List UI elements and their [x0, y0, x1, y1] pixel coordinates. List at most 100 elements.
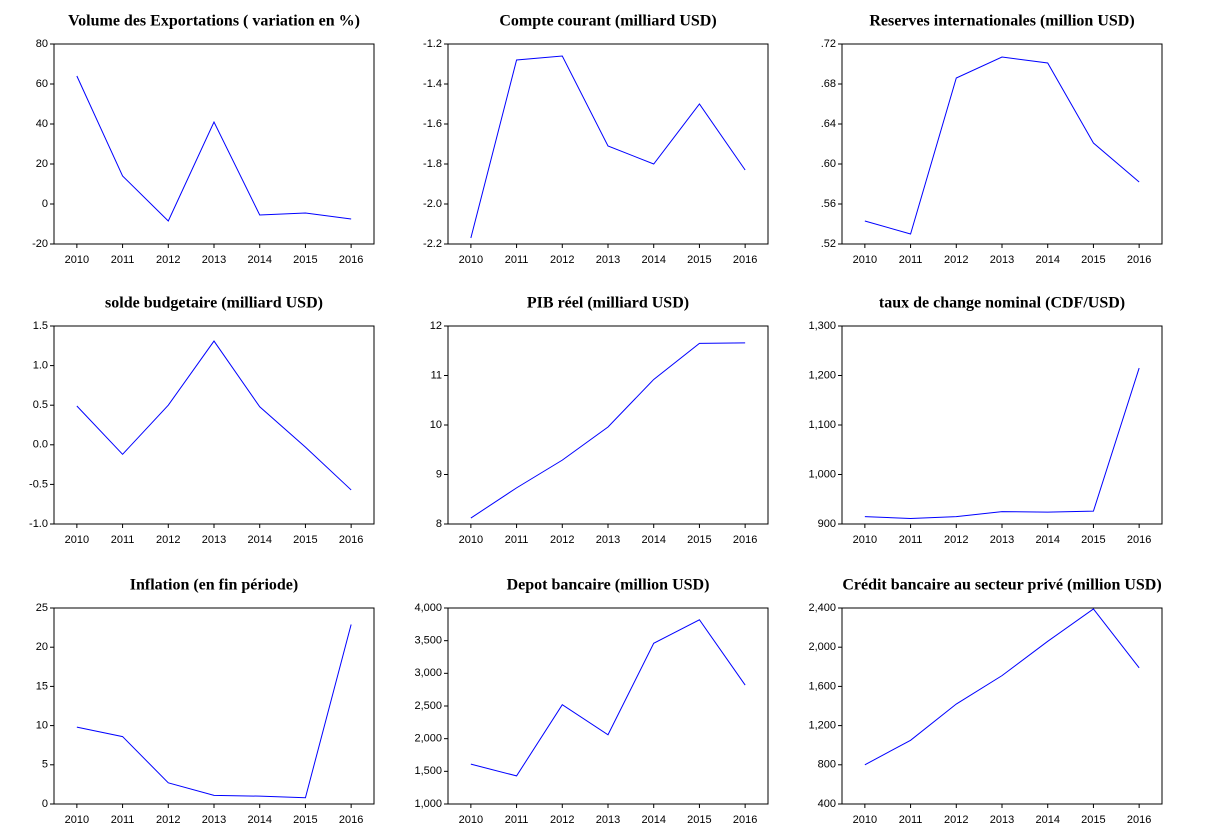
x-tick-label: 2014	[641, 254, 665, 266]
chart-title: Volume des Exportations ( variation en %…	[68, 13, 360, 30]
y-tick-label: 800	[818, 759, 836, 771]
y-tick-label: 8	[436, 518, 442, 530]
y-tick-label: 1,500	[414, 765, 442, 777]
x-tick-label: 2013	[596, 254, 620, 266]
x-tick-label: 2010	[65, 534, 89, 546]
x-tick-label: 2015	[293, 814, 317, 826]
x-tick-label: 2016	[733, 534, 757, 546]
y-tick-label: 40	[36, 118, 48, 130]
y-tick-label: 2,500	[414, 700, 442, 712]
y-tick-label: .52	[821, 238, 836, 250]
x-tick-label: 2011	[111, 254, 135, 266]
chart-title: solde budgetaire (milliard USD)	[105, 295, 323, 312]
y-tick-label: 9	[436, 468, 442, 480]
x-tick-label: 2013	[990, 254, 1014, 266]
x-tick-label: 2016	[733, 814, 757, 826]
plot-frame	[53, 43, 375, 245]
y-tick-label: 12	[430, 320, 442, 332]
y-tick-label: 3,500	[414, 635, 442, 647]
x-tick-label: 2016	[1127, 814, 1151, 826]
y-tick-label: 2,000	[808, 641, 836, 653]
y-tick-label: 1,600	[808, 680, 836, 692]
x-tick-label: 2013	[202, 534, 226, 546]
y-tick-label: 1.5	[33, 320, 48, 332]
x-tick-label: 2015	[1081, 814, 1105, 826]
y-tick-label: 900	[818, 518, 836, 530]
y-tick-label: .56	[821, 198, 836, 210]
x-tick-label: 2010	[65, 814, 89, 826]
x-tick-label: 2015	[1081, 534, 1105, 546]
y-tick-label: 20	[36, 158, 48, 170]
chart-title: PIB réel (milliard USD)	[527, 295, 689, 312]
series-line	[470, 342, 746, 519]
y-tick-label: -0.5	[29, 478, 48, 490]
y-tick-label: -1.0	[29, 518, 48, 530]
series-line	[76, 340, 352, 491]
y-tick-label: 10	[36, 720, 48, 732]
y-tick-label: -1.6	[423, 118, 442, 130]
y-tick-label: 10	[430, 419, 442, 431]
x-tick-label: 2011	[505, 814, 529, 826]
y-tick-label: 25	[36, 602, 48, 614]
x-tick-label: 2011	[899, 814, 923, 826]
y-tick-label: 1,200	[808, 720, 836, 732]
plot-frame	[841, 607, 1163, 805]
chart-title: taux de change nominal (CDF/USD)	[879, 295, 1125, 312]
y-tick-label: 400	[818, 798, 836, 810]
x-tick-label: 2012	[550, 254, 574, 266]
x-tick-label: 2011	[505, 254, 529, 266]
y-tick-label: 1,200	[808, 369, 836, 381]
x-tick-label: 2015	[293, 534, 317, 546]
y-tick-label: 1,100	[808, 419, 836, 431]
x-tick-label: 2014	[1035, 814, 1059, 826]
x-tick-label: 2010	[459, 534, 483, 546]
x-tick-label: 2012	[944, 254, 968, 266]
plot-frame	[447, 43, 769, 245]
series-line	[864, 367, 1140, 520]
x-tick-label: 2014	[247, 534, 271, 546]
y-tick-label: 4,000	[414, 602, 442, 614]
x-tick-label: 2012	[156, 814, 180, 826]
y-tick-label: 2,400	[808, 602, 836, 614]
x-tick-label: 2012	[156, 254, 180, 266]
y-tick-label: 60	[36, 78, 48, 90]
x-tick-label: 2014	[1035, 534, 1059, 546]
x-tick-label: 2015	[293, 254, 317, 266]
plot-frame	[53, 325, 375, 525]
x-tick-label: 2011	[899, 254, 923, 266]
y-tick-label: 0.0	[33, 439, 48, 451]
x-tick-label: 2016	[1127, 254, 1151, 266]
y-tick-label: 2,000	[414, 733, 442, 745]
y-tick-label: 5	[42, 759, 48, 771]
x-tick-label: 2010	[853, 534, 877, 546]
x-tick-label: 2010	[65, 254, 89, 266]
plot-frame	[447, 325, 769, 525]
plot-frame	[53, 607, 375, 805]
y-tick-label: -2.2	[423, 238, 442, 250]
x-tick-label: 2011	[505, 534, 529, 546]
y-tick-label: -2.0	[423, 198, 442, 210]
plot-frame	[841, 325, 1163, 525]
y-tick-label: 1,000	[808, 468, 836, 480]
plot-frame	[841, 43, 1163, 245]
x-tick-label: 2015	[687, 534, 711, 546]
series-line	[470, 55, 746, 239]
x-tick-label: 2011	[111, 534, 135, 546]
x-tick-label: 2012	[944, 534, 968, 546]
y-tick-label: 0	[42, 198, 48, 210]
x-tick-label: 2014	[641, 534, 665, 546]
x-tick-label: 2013	[596, 534, 620, 546]
x-tick-label: 2014	[247, 254, 271, 266]
x-tick-label: 2011	[111, 814, 135, 826]
y-tick-label: .60	[821, 158, 836, 170]
y-tick-label: -1.2	[423, 38, 442, 50]
x-tick-label: 2016	[1127, 534, 1151, 546]
x-tick-label: 2014	[1035, 254, 1059, 266]
x-tick-label: 2016	[339, 534, 363, 546]
x-tick-label: 2010	[459, 814, 483, 826]
series-line	[864, 608, 1140, 766]
x-tick-label: 2012	[550, 534, 574, 546]
chart-title: Depot bancaire (million USD)	[507, 577, 710, 594]
y-tick-label: .64	[821, 118, 836, 130]
